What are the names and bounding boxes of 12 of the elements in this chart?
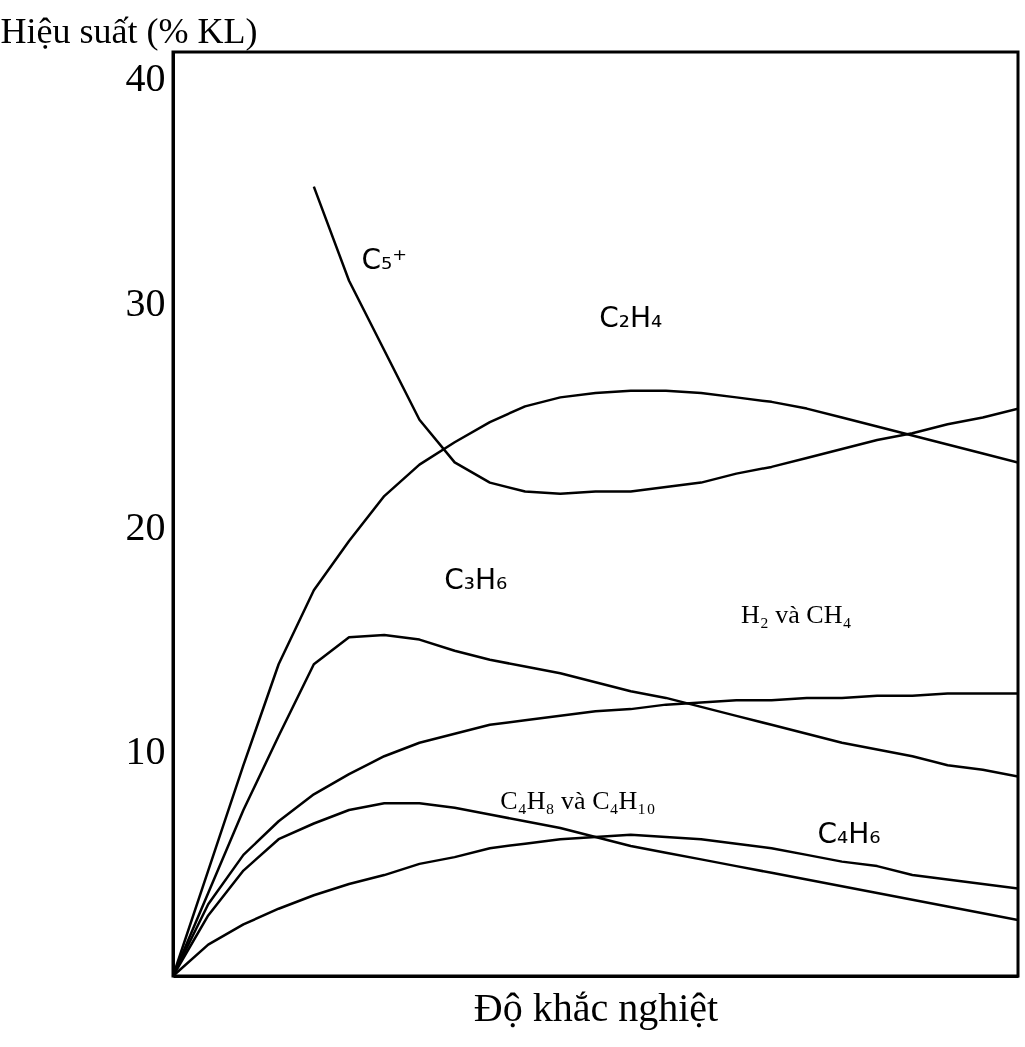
y-tick-label: 10	[125, 728, 166, 774]
series-label: C₃H₆	[444, 563, 508, 597]
y-tick-label: 30	[125, 279, 166, 325]
text: H₂ và CH₄	[740, 599, 852, 629]
series-label: C₅⁺	[361, 242, 408, 276]
y-axis-title: Hiệu suất (% KL)	[0, 10, 258, 51]
y-tick-label: 40	[125, 55, 166, 101]
series-label: C₄H₈ và C₄H₁₀	[500, 786, 656, 816]
x-axis-title: Độ khắc nghiệt	[473, 984, 719, 1030]
text: C₂H₄	[599, 300, 663, 334]
series-label: C₄H₆	[817, 816, 881, 850]
y-tick-label: 20	[125, 503, 166, 549]
